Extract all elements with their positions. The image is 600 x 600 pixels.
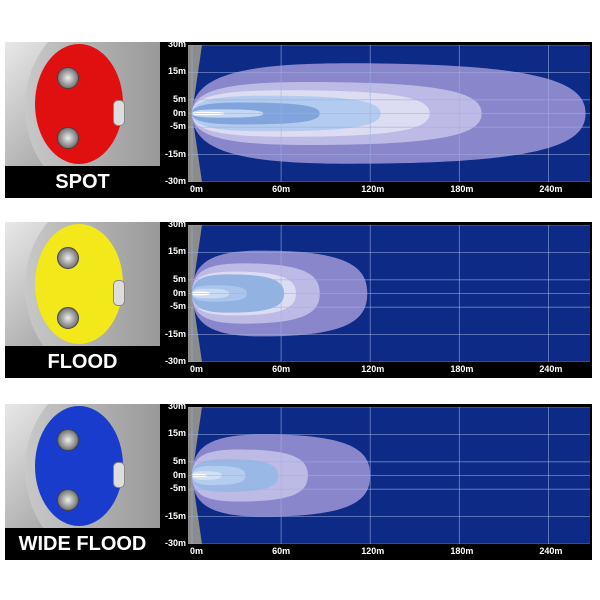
y-tick-label: -5m: [169, 301, 186, 312]
y-tick-label: -5m: [169, 121, 186, 132]
y-tick-label: 30m: [167, 401, 186, 411]
y-tick-label: 5m: [172, 273, 186, 284]
bolt-icon: [57, 489, 79, 511]
x-tick-label: 180m: [450, 546, 474, 556]
lens-cover: [35, 406, 123, 526]
y-tick-label: 0m: [172, 469, 186, 480]
x-tick-label: 240m: [539, 546, 563, 556]
y-tick-label: 5m: [172, 455, 186, 466]
y-tick-label: 15m: [167, 428, 186, 439]
bolt-icon: [57, 429, 79, 451]
y-tick-label: 0m: [172, 107, 186, 118]
light-photo: [5, 222, 160, 346]
lens-cover: [35, 224, 123, 344]
x-tick-label: 120m: [361, 546, 385, 556]
y-tick-label: 30m: [167, 219, 186, 229]
x-tick-label: 120m: [361, 364, 385, 374]
beam-chart: [188, 407, 590, 544]
bolt-icon: [57, 67, 79, 89]
beam-panel-flood: FLOOD 30m 15m 5m 0m -5m -15m -30m 0m 60m 120m 180m 2…: [5, 219, 592, 378]
y-tick-label: -5m: [169, 483, 186, 494]
beam-panel-wide-flood: WIDE FLOOD 30m 15m 5m 0m -5m -15m -30m 0m 60m 120m…: [5, 401, 592, 560]
y-tick-label: 0m: [172, 287, 186, 298]
beam-type-label: FLOOD: [47, 351, 118, 373]
beam-panel-spot: SPOT 30m 15m 5m 0m -5m -15m -30m 0m 60m 120m 180m 24…: [5, 39, 592, 198]
light-photo: [5, 404, 160, 528]
light-photo: [5, 42, 160, 166]
mount-tab: [113, 462, 125, 488]
x-tick-label: 240m: [539, 184, 563, 194]
beam-chart: [188, 45, 590, 182]
x-tick-label: 60m: [272, 364, 291, 374]
y-tick-label: -30m: [164, 538, 186, 548]
y-tick-label: 15m: [167, 66, 186, 77]
beam-type-label: WIDE FLOOD: [18, 533, 147, 555]
y-tick-label: -15m: [164, 510, 186, 521]
x-tick-label: 180m: [450, 364, 474, 374]
y-tick-label: 15m: [167, 246, 186, 257]
y-tick-label: -15m: [164, 328, 186, 339]
x-tick-label: 0m: [190, 364, 204, 374]
light-housing-wedge: [188, 225, 202, 362]
y-tick-label: -15m: [164, 148, 186, 159]
x-tick-label: 180m: [450, 184, 474, 194]
bolt-icon: [57, 307, 79, 329]
x-tick-label: 60m: [272, 184, 291, 194]
lens-cover: [35, 44, 123, 164]
x-tick-label: 240m: [539, 364, 563, 374]
x-tick-label: 0m: [190, 184, 204, 194]
y-tick-label: -30m: [164, 176, 186, 186]
beam-chart: [188, 225, 590, 362]
mount-tab: [113, 280, 125, 306]
mount-tab: [113, 100, 125, 126]
x-tick-label: 60m: [272, 546, 291, 556]
y-tick-label: -30m: [164, 356, 186, 366]
x-tick-label: 0m: [190, 546, 204, 556]
bolt-icon: [57, 247, 79, 269]
y-tick-label: 30m: [167, 39, 186, 49]
y-tick-label: 5m: [172, 93, 186, 104]
light-housing-wedge: [188, 407, 202, 544]
light-housing-wedge: [188, 45, 202, 182]
bolt-icon: [57, 127, 79, 149]
x-tick-label: 120m: [361, 184, 385, 194]
beam-type-label: SPOT: [55, 171, 110, 193]
